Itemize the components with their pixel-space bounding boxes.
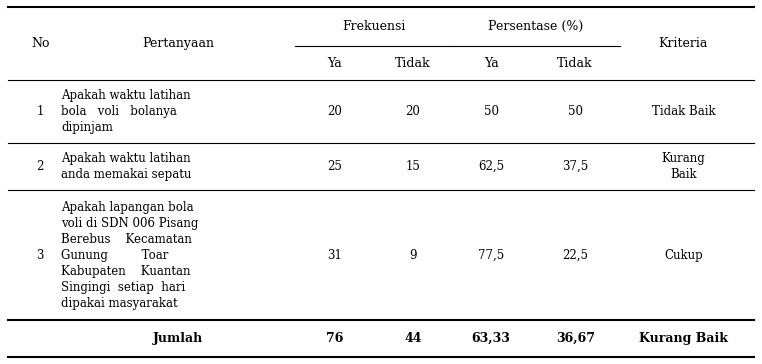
- Text: Cukup: Cukup: [664, 249, 703, 262]
- Text: Tidak Baik: Tidak Baik: [652, 106, 716, 118]
- Text: Apakah waktu latihan
anda memakai sepatu: Apakah waktu latihan anda memakai sepatu: [62, 152, 192, 181]
- Text: Pertanyaan: Pertanyaan: [142, 37, 214, 50]
- Text: 20: 20: [327, 106, 342, 118]
- Text: 44: 44: [404, 332, 421, 345]
- Text: 36,67: 36,67: [555, 332, 594, 345]
- Text: Frekuensi: Frekuensi: [342, 20, 405, 33]
- Text: Apakah waktu latihan
bola   voli   bolanya
dipinjam: Apakah waktu latihan bola voli bolanya d…: [62, 90, 191, 134]
- Text: 63,33: 63,33: [472, 332, 511, 345]
- Text: Persentase (%): Persentase (%): [488, 20, 584, 33]
- Text: No: No: [30, 37, 50, 50]
- Text: Ya: Ya: [327, 57, 341, 70]
- Text: 77,5: 77,5: [478, 249, 504, 262]
- Text: 15: 15: [405, 160, 420, 173]
- Text: 25: 25: [327, 160, 342, 173]
- Text: Kriteria: Kriteria: [659, 37, 708, 50]
- Text: 1: 1: [37, 106, 43, 118]
- Text: 37,5: 37,5: [562, 160, 588, 173]
- Text: 50: 50: [568, 106, 583, 118]
- Text: 62,5: 62,5: [478, 160, 504, 173]
- Text: 31: 31: [327, 249, 342, 262]
- Text: 22,5: 22,5: [562, 249, 588, 262]
- Text: Kurang
Baik: Kurang Baik: [661, 152, 706, 181]
- Text: 50: 50: [484, 106, 498, 118]
- Text: Jumlah: Jumlah: [153, 332, 203, 345]
- Text: Tidak: Tidak: [395, 57, 431, 70]
- Text: Kurang Baik: Kurang Baik: [639, 332, 728, 345]
- Text: 9: 9: [409, 249, 417, 262]
- Text: Tidak: Tidak: [557, 57, 593, 70]
- Text: Ya: Ya: [484, 57, 498, 70]
- Text: 2: 2: [37, 160, 43, 173]
- Text: 3: 3: [37, 249, 44, 262]
- Text: 20: 20: [405, 106, 420, 118]
- Text: 76: 76: [325, 332, 343, 345]
- Text: Apakah lapangan bola
voli di SDN 006 Pisang
Berebus    Kecamatan
Gunung         : Apakah lapangan bola voli di SDN 006 Pis…: [62, 201, 199, 310]
